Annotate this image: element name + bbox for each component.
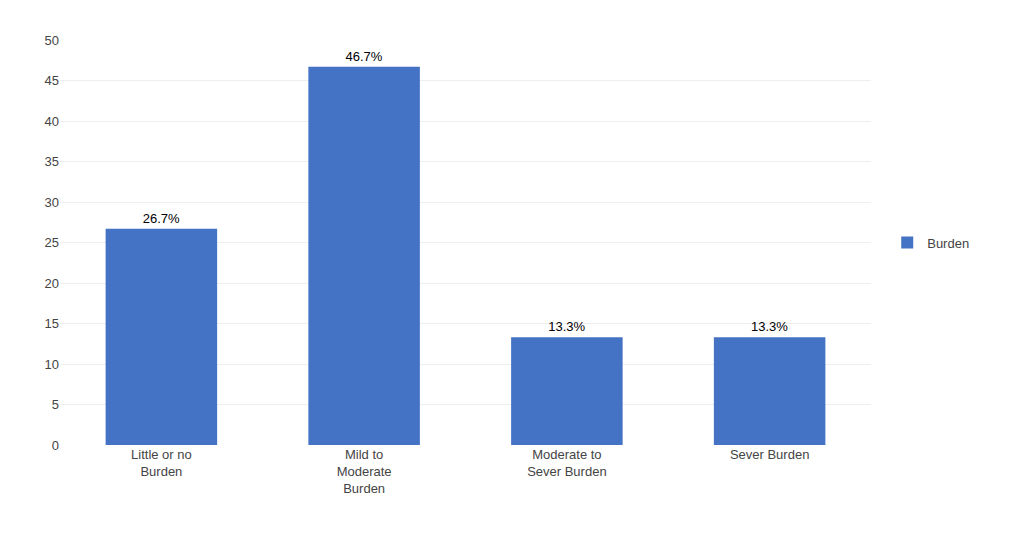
svg-text:25: 25 — [45, 235, 59, 250]
svg-text:45: 45 — [45, 73, 59, 88]
svg-text:10: 10 — [45, 357, 59, 372]
svg-text:Mild toModerateBurden: Mild toModerateBurden — [337, 447, 392, 496]
svg-text:30: 30 — [45, 195, 59, 210]
svg-text:5: 5 — [52, 397, 59, 412]
svg-text:Burden: Burden — [927, 236, 969, 251]
svg-text:46.7%: 46.7% — [345, 49, 382, 64]
svg-text:13.3%: 13.3% — [548, 319, 585, 334]
svg-text:0: 0 — [52, 438, 59, 453]
svg-text:50: 50 — [45, 33, 59, 48]
svg-text:35: 35 — [45, 154, 59, 169]
svg-text:Moderate toSever Burden: Moderate toSever Burden — [527, 447, 607, 479]
svg-text:40: 40 — [45, 114, 59, 129]
svg-text:26.7%: 26.7% — [143, 211, 180, 226]
svg-text:Little or noBurden: Little or noBurden — [131, 447, 192, 479]
svg-text:13.3%: 13.3% — [751, 319, 788, 334]
svg-text:20: 20 — [45, 276, 59, 291]
svg-text:15: 15 — [45, 316, 59, 331]
svg-text:Sever Burden: Sever Burden — [730, 447, 810, 462]
